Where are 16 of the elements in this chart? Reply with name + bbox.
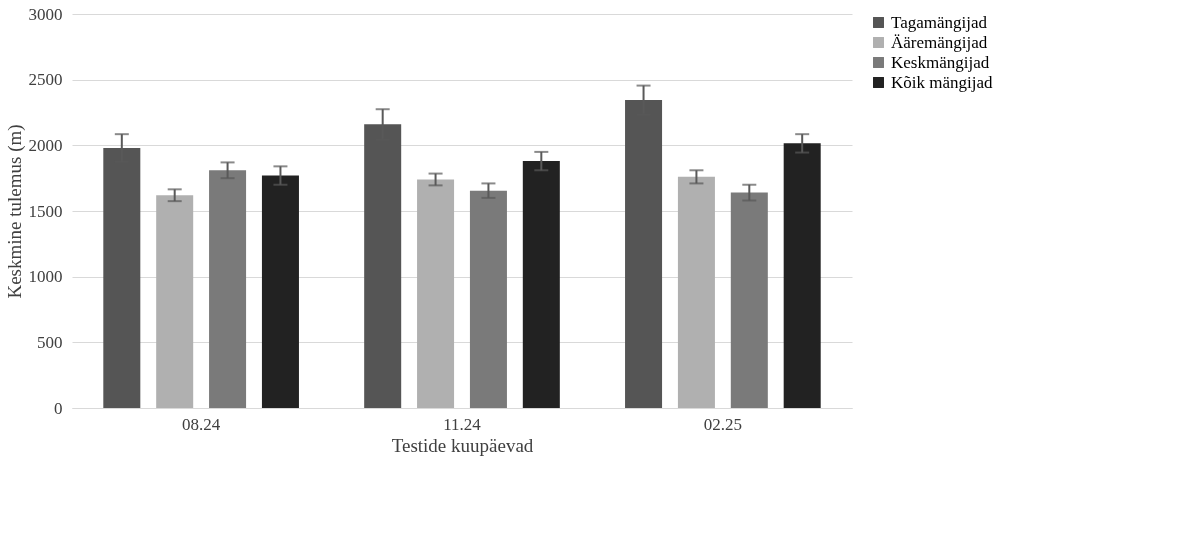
legend-label: Kõik mängijad [891,72,994,92]
y-axis-title: Keskmine tulemus (m) [3,124,26,299]
x-tick-label: 08.24 [182,414,221,434]
y-tick-label: 0 [54,398,63,418]
y-tick-label: 1500 [28,201,63,221]
y-tick-label: 1000 [28,267,63,287]
legend-label: Keskmängijad [891,52,990,72]
x-tick-label: 11.24 [443,414,482,434]
y-tick-label: 500 [37,332,63,352]
legend-label: Ääremängijad [891,32,988,52]
x-axis-title: Testide kuupäevad [391,434,534,456]
y-tick-label: 2500 [28,70,63,90]
y-tick-label: 3000 [28,4,63,24]
y-tick-label: 2000 [28,135,63,155]
x-tick-label: 02.25 [703,414,742,434]
legend-label: Tagamängijad [891,12,988,32]
